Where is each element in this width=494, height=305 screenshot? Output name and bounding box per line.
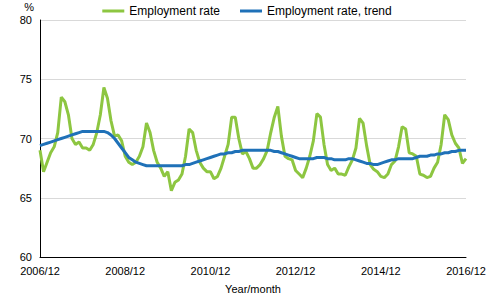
svg-text:2014/12: 2014/12 [361,265,401,277]
svg-text:Employment rate, trend: Employment rate, trend [267,4,392,18]
svg-text:2016/12: 2016/12 [446,265,486,277]
svg-text:2010/12: 2010/12 [191,265,231,277]
svg-text:Employment rate: Employment rate [129,4,220,18]
svg-text:%: % [24,1,34,13]
svg-text:2012/12: 2012/12 [276,265,316,277]
svg-text:65: 65 [20,192,32,204]
svg-text:80: 80 [20,14,32,26]
svg-text:60: 60 [20,251,32,263]
svg-text:2006/12: 2006/12 [20,265,60,277]
svg-text:70: 70 [20,133,32,145]
svg-text:75: 75 [20,73,32,85]
svg-text:Year/month: Year/month [225,283,281,295]
svg-text:2008/12: 2008/12 [105,265,145,277]
